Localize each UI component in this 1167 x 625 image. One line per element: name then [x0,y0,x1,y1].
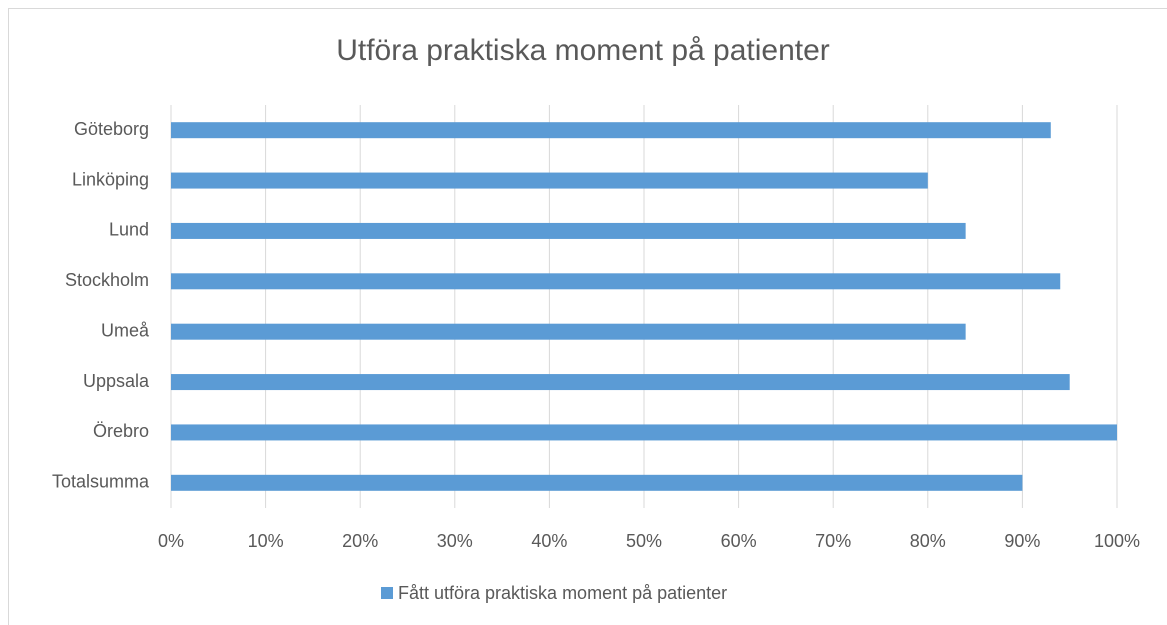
bar [171,172,928,189]
bar [171,474,1023,491]
x-tick-label: 30% [437,531,473,551]
bar [171,323,966,340]
x-tick-label: 80% [910,531,946,551]
bar [171,222,966,239]
x-tick-label: 90% [1004,531,1040,551]
bar [171,424,1117,441]
x-tick-label: 60% [721,531,757,551]
x-tick-label: 10% [248,531,284,551]
y-tick-label: Stockholm [65,270,149,290]
x-tick-label: 100% [1094,531,1140,551]
legend-label: Fått utföra praktiska moment på patiente… [398,583,727,603]
y-tick-label: Uppsala [83,371,150,391]
y-tick-label: Linköping [72,169,149,189]
bar [171,374,1070,391]
x-tick-label: 0% [158,531,184,551]
y-tick-label: Umeå [101,320,150,340]
y-tick-label: Örebro [93,421,149,441]
y-tick-label: Göteborg [74,119,149,139]
x-tick-label: 50% [626,531,662,551]
legend-swatch [381,587,393,599]
chart-title: Utföra praktiska moment på patienter [336,34,830,67]
x-tick-label: 70% [815,531,851,551]
chart-border [8,8,1167,625]
bar [171,122,1051,139]
y-tick-label: Totalsumma [52,472,150,492]
y-tick-label: Lund [109,220,149,240]
x-tick-label: 20% [342,531,378,551]
bar [171,273,1061,290]
x-tick-label: 40% [531,531,567,551]
